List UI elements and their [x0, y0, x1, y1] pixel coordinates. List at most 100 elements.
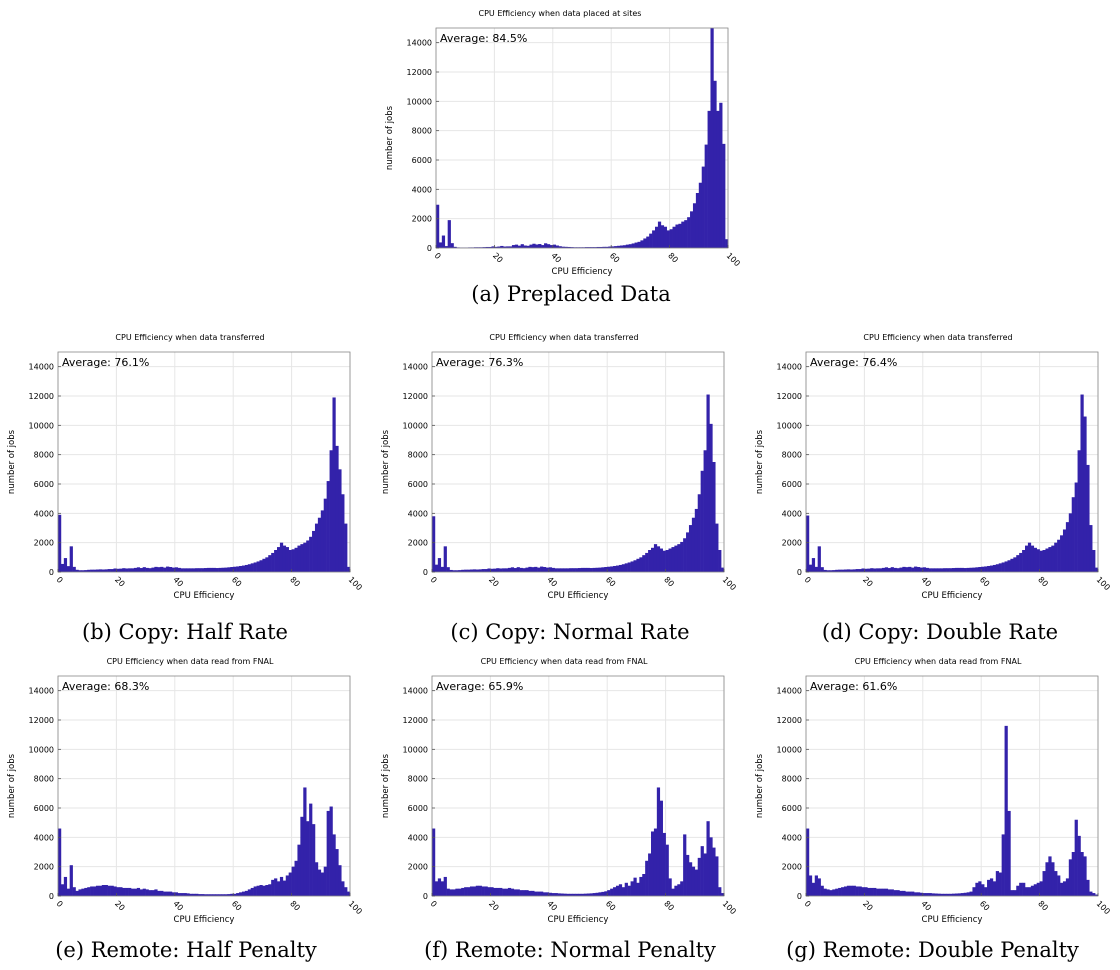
average-annotation: Average: 76.3%: [436, 356, 523, 369]
histogram-bar: [218, 567, 222, 572]
histogram-bar: [58, 828, 62, 896]
histogram-bar: [893, 567, 897, 572]
histogram-bar: [621, 887, 626, 896]
histogram-bar: [665, 550, 669, 572]
histogram-bar: [1062, 881, 1067, 896]
histogram-bar: [617, 245, 621, 248]
histogram-f: CPU Efficiency when data read from FNAL 0…: [381, 657, 738, 925]
histogram-bar: [884, 567, 889, 572]
histogram-bar: [589, 568, 593, 572]
histogram-bar: [1030, 885, 1035, 896]
histogram-bar: [867, 568, 871, 572]
plot-frame: [435, 27, 729, 249]
histogram-bar: [60, 884, 65, 896]
histogram-bar: [671, 547, 675, 572]
histogram-bar: [309, 536, 313, 572]
x-axis-label: CPU Efficiency: [552, 267, 613, 277]
histogram-bar: [846, 569, 851, 572]
histogram-bar: [952, 568, 956, 572]
histogram-bar: [697, 857, 701, 896]
histogram-bar: [1022, 550, 1026, 572]
histogram-bar: [902, 890, 906, 896]
histogram-bar: [715, 523, 719, 572]
histogram-bar: [1022, 882, 1026, 896]
histogram-bar: [984, 566, 988, 572]
histogram-bar: [198, 894, 202, 896]
histogram-bar: [879, 888, 883, 896]
histogram-bar: [277, 547, 281, 572]
histogram-bar: [817, 546, 821, 572]
histogram-bar: [303, 787, 307, 896]
histogram-bar: [160, 566, 164, 572]
histogram-bar: [698, 182, 703, 248]
plot-frame: [57, 351, 351, 573]
histogram-bar: [580, 893, 585, 896]
x-tick-label: 60: [230, 899, 244, 913]
histogram-bar: [1051, 862, 1055, 896]
histogram-bar: [1039, 881, 1043, 896]
histogram-bar: [81, 570, 85, 572]
histogram-bar: [703, 853, 707, 896]
histogram-bar: [218, 894, 222, 896]
histogram-bar: [472, 886, 477, 896]
histogram-bar: [84, 887, 88, 896]
y-tick-label: 0: [49, 568, 54, 577]
histogram-bar: [335, 849, 339, 896]
histogram-bar: [509, 246, 513, 248]
histogram-bar: [846, 885, 851, 896]
histogram-bar: [613, 887, 617, 896]
x-tick-label: 20: [487, 899, 501, 913]
histogram-bar: [674, 885, 678, 896]
y-tick-label: 2000: [408, 863, 428, 872]
histogram-bar: [241, 891, 246, 896]
histogram-bar: [887, 568, 891, 572]
histogram-bar: [505, 568, 509, 572]
average-annotation: Average: 76.1%: [62, 356, 149, 369]
histogram-bar: [639, 557, 643, 572]
histogram-bar: [887, 889, 891, 896]
plot-frame: [805, 351, 1099, 573]
histogram-bar: [706, 394, 710, 572]
histogram-bar: [615, 565, 620, 572]
histogram-bar: [125, 568, 129, 572]
histogram-bar: [575, 893, 579, 896]
histogram-bar: [326, 810, 330, 896]
average-annotation: Average: 68.3%: [62, 680, 149, 693]
histogram-bar: [516, 889, 520, 896]
histogram-bar: [453, 246, 457, 248]
histogram-bar: [652, 230, 656, 248]
histogram-bar: [552, 244, 557, 248]
histogram-bar: [683, 834, 687, 896]
histogram-bar: [239, 565, 243, 572]
histogram-bar: [554, 568, 558, 572]
histogram-bar: [503, 246, 507, 248]
histogram-bar: [957, 567, 962, 572]
x-axis-label: CPU Efficiency: [174, 915, 235, 925]
histogram-bar: [707, 110, 711, 248]
histogram-bar: [113, 568, 117, 572]
histogram-bar: [63, 876, 68, 896]
histogram-bar: [469, 569, 474, 572]
histogram-bar: [502, 568, 506, 572]
panel-d: CPU Efficiency when data transferred 0 200…: [748, 328, 1120, 608]
histogram-bar: [651, 831, 655, 896]
histogram-bar: [925, 567, 929, 572]
histogram-bar: [507, 887, 512, 896]
histogram-bar: [902, 566, 906, 572]
histogram-bar: [1013, 557, 1017, 572]
histogram-bar: [1010, 558, 1014, 572]
histogram-bar: [212, 567, 216, 572]
x-tick-label: 100: [347, 899, 364, 916]
x-tick-label: 40: [545, 575, 559, 589]
histogram-bar: [659, 800, 663, 896]
histogram-bar: [1092, 893, 1096, 896]
histogram-bar: [1054, 542, 1058, 572]
histogram-bar: [564, 246, 568, 248]
histogram-bar: [274, 878, 278, 896]
histogram-bar: [651, 547, 655, 572]
x-tick-label: 80: [666, 251, 680, 265]
histogram-bar: [510, 888, 515, 896]
histogram-bar: [721, 567, 725, 572]
histogram-bar: [506, 246, 510, 248]
histogram-bar: [946, 893, 950, 896]
